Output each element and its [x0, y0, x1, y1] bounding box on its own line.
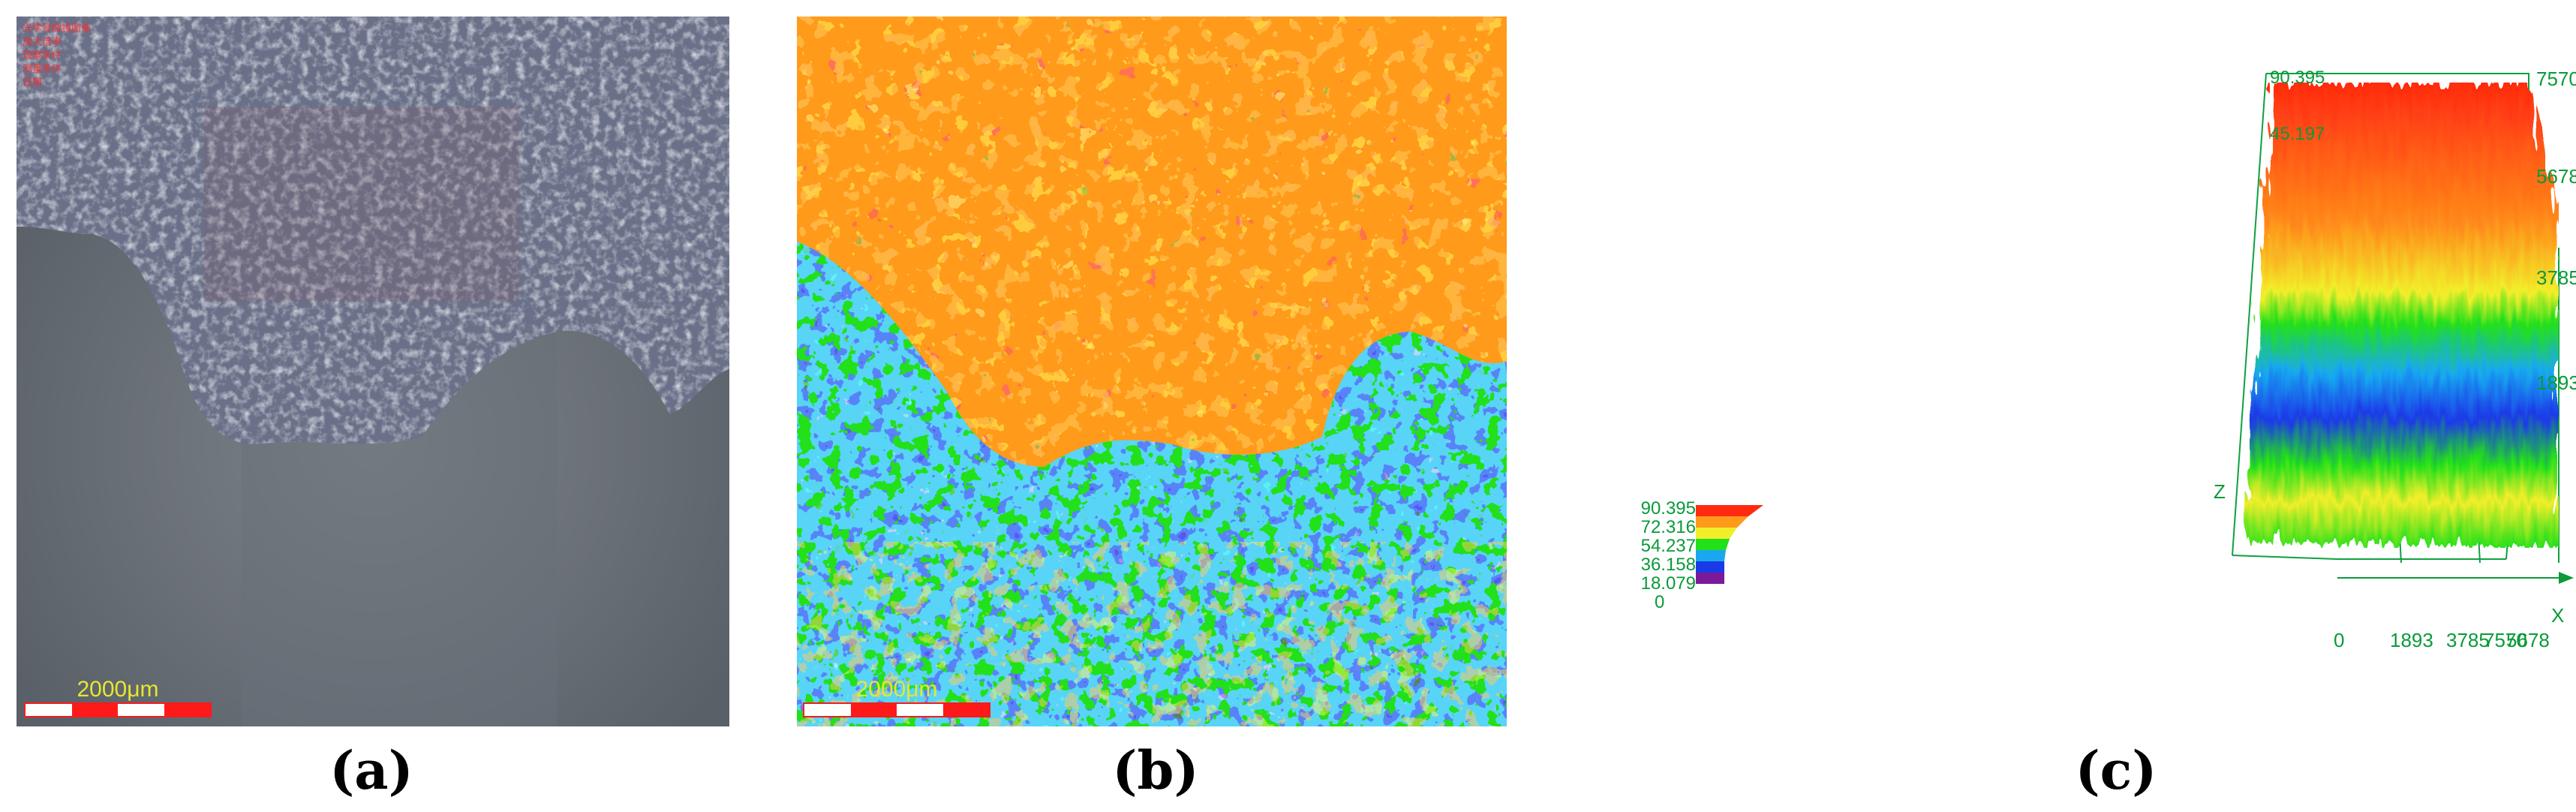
legend-value: 72.316 [1640, 517, 1696, 537]
x-tick-last: 7570 [2484, 629, 2527, 651]
x-tick: 3785 [2446, 629, 2490, 651]
micrograph-panel-a: 光学显微镜图像 放大倍率 观察条件 测量条件 日期 2000μm [17, 17, 729, 726]
surface-3d-plot [2232, 73, 2574, 584]
caption-b: (b) [1112, 739, 1199, 801]
y-tick: 1893 [2536, 371, 2576, 394]
z-top-label: 90.395 [2270, 68, 2325, 88]
legend-value: 90.395 [1640, 498, 1696, 519]
surface-3d-panel-c: 90.395 72.316 54.237 36.158 18.079 0 90.… [1606, 60, 2576, 660]
legend-value: 54.237 [1640, 536, 1696, 556]
scale-bar-a: 2000μm [24, 677, 212, 717]
height-map-panel-b: 2000μm [797, 17, 1507, 726]
x-axis-label: X [2551, 604, 2565, 627]
color-legend: 90.395 72.316 54.237 36.158 18.079 0 [1606, 498, 1786, 612]
x-tick: 5678 [2506, 629, 2550, 651]
z-inner-label: 45.197 [2270, 124, 2325, 144]
info-line: 日期 [23, 77, 43, 89]
y-tick-labels: 7570 5678 3785 1893 [2461, 68, 2576, 443]
y-tick: 7570 [2536, 68, 2576, 90]
legend-value: 36.158 [1640, 555, 1696, 575]
micrograph-info-text: 光学显微镜图像 放大倍率 观察条件 测量条件 日期 [23, 23, 91, 90]
legend-color-ramp [1696, 505, 1763, 584]
legend-value: 18.079 [1640, 573, 1696, 594]
y-tick: 5678 [2536, 165, 2576, 188]
height-map-image [797, 17, 1507, 726]
caption-c: (c) [2075, 739, 2157, 801]
legend-value: 0 [1655, 592, 1665, 612]
micrograph-image [17, 17, 729, 726]
z-axis-label: Z [2214, 480, 2226, 503]
info-line: 放大倍率 [23, 37, 62, 48]
y-tick: 3785 [2536, 266, 2576, 289]
scale-bar-b: 2000μm [803, 677, 990, 717]
scale-bar-label: 2000μm [855, 677, 938, 702]
info-line: 测量条件 [23, 64, 62, 75]
info-line: 观察条件 [23, 50, 62, 62]
caption-a: (a) [329, 739, 413, 801]
x-tick: 1893 [2390, 629, 2433, 651]
x-tick: 0 [2334, 629, 2345, 651]
scale-bar-label: 2000μm [77, 677, 159, 702]
x-axis-arrow-icon [2559, 572, 2574, 584]
info-line: 光学显微镜图像 [23, 23, 92, 35]
x-tick-labels: 0 1893 3785 5678 [1606, 629, 2576, 659]
